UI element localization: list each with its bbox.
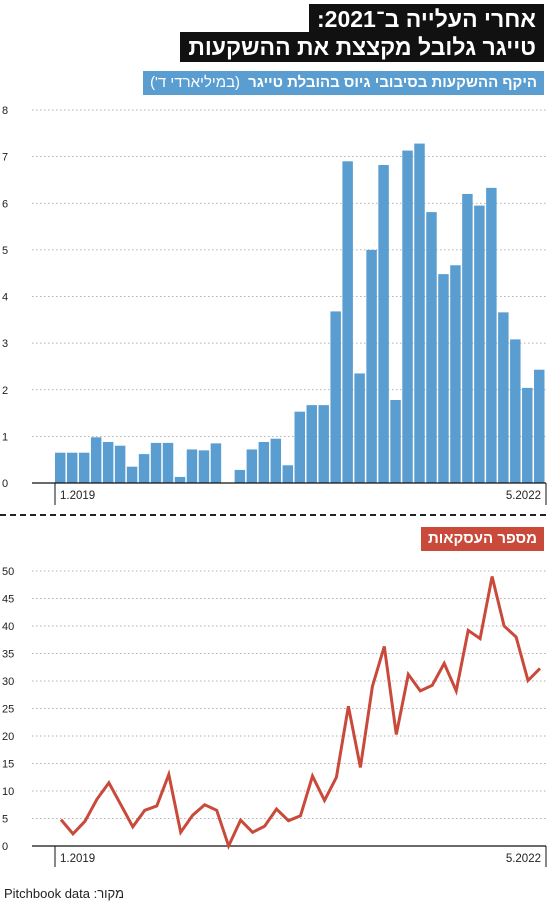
bar — [126, 466, 138, 483]
line-y-tick-label: 35 — [2, 649, 14, 661]
bar — [510, 339, 521, 483]
bar — [282, 465, 294, 483]
bar-y-tick-label: 4 — [2, 292, 8, 304]
line-y-tick-label: 0 — [2, 841, 8, 853]
bar-chart-title: היקף ההשקעות בסיבובי גיוס בהובלת טייגר (ב… — [143, 71, 544, 95]
bar — [294, 411, 305, 483]
line-chart-series — [59, 576, 542, 851]
source-note: מקור: Pitchbook data — [4, 886, 125, 901]
bar-y-tick-label: 7 — [2, 152, 8, 164]
bar — [438, 274, 449, 483]
bar — [354, 373, 365, 483]
bar — [498, 312, 509, 483]
line-chart-x-end-label: 5.2022 — [506, 853, 541, 865]
bar — [162, 442, 174, 483]
chart-title-line2: טייגר גלובל מקצצת את ההשקעות — [180, 32, 544, 62]
bar — [474, 205, 485, 484]
bar — [378, 165, 389, 483]
line-chart-x-start-label: 1.2019 — [60, 853, 95, 865]
line-chart-title: מספר העסקאות — [420, 527, 544, 551]
bar — [174, 476, 186, 483]
deals-line — [59, 576, 542, 851]
bar-chart-x-start-label: 1.2019 — [60, 490, 95, 502]
bar — [186, 449, 198, 483]
bar-y-tick-label: 1 — [2, 431, 8, 443]
line-y-tick-label: 15 — [2, 759, 14, 771]
bar-chart-x-end-label: 5.2022 — [506, 490, 541, 502]
bar-y-tick-label: 2 — [2, 385, 8, 397]
bar — [342, 161, 353, 483]
bar-y-tick-label: 5 — [2, 245, 8, 257]
bar-chart-y-axis: 0 1 2 3 4 5 6 7 8 — [2, 105, 8, 490]
bar-y-tick-label: 3 — [2, 338, 8, 350]
bar — [78, 452, 90, 483]
bar — [450, 265, 461, 483]
bar — [402, 150, 413, 483]
line-y-tick-label: 5 — [2, 814, 8, 826]
bar — [522, 387, 533, 483]
line-y-tick-label: 40 — [2, 621, 14, 633]
bar — [414, 143, 425, 483]
line-y-tick-label: 20 — [2, 731, 14, 743]
line-chart-y-axis: 0 5 10 15 20 25 30 35 40 45 50 — [2, 566, 14, 853]
bar — [462, 193, 473, 484]
bar-chart-bars — [55, 143, 545, 484]
bar — [426, 212, 437, 483]
bar — [198, 450, 210, 483]
bar — [66, 452, 78, 483]
bar — [246, 449, 258, 483]
bar-y-tick-label: 6 — [2, 198, 8, 210]
line-chart-grid — [32, 570, 546, 819]
bar — [114, 445, 126, 483]
line-y-tick-label: 45 — [2, 594, 14, 606]
bar-chart: 0 1 2 3 4 5 6 7 8 1.2019 5.2022 — [2, 105, 547, 505]
bar — [390, 400, 401, 483]
bar — [534, 369, 545, 483]
bar — [258, 441, 270, 483]
bar-y-tick-label: 8 — [2, 105, 8, 117]
line-y-tick-label: 10 — [2, 786, 14, 798]
bar — [366, 249, 377, 483]
bar — [210, 443, 222, 483]
bar — [318, 405, 329, 483]
bar — [270, 438, 282, 483]
bar — [306, 405, 317, 483]
bar — [330, 311, 341, 483]
bar-y-tick-label: 0 — [2, 478, 8, 490]
line-y-tick-label: 50 — [2, 566, 14, 578]
line-y-tick-label: 30 — [2, 676, 14, 688]
line-y-tick-label: 25 — [2, 704, 14, 716]
bar — [486, 187, 497, 483]
bar — [55, 452, 66, 483]
bar-chart-unit: (במיליארדי ד') — [150, 74, 241, 91]
bar — [90, 437, 102, 483]
bar — [102, 441, 114, 483]
bar — [150, 442, 162, 483]
bar-chart-title-text: היקף ההשקעות בסיבובי גיוס בהובלת טייגר — [248, 74, 537, 91]
chart-title-line1: אחרי העלייה ב־2021: — [308, 4, 544, 34]
bar — [138, 454, 150, 483]
bar — [234, 469, 246, 483]
